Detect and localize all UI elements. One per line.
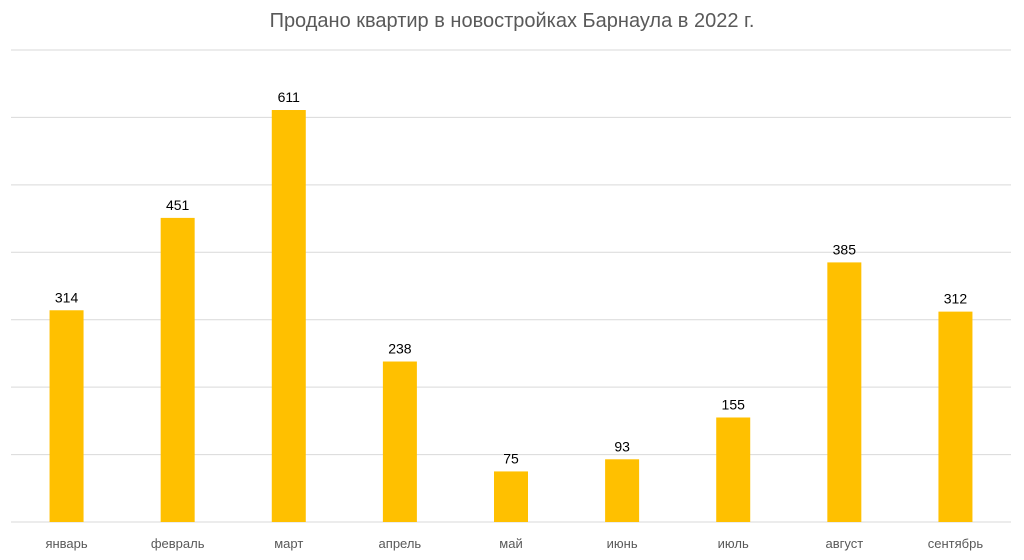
bar — [716, 417, 751, 522]
category-labels: январь февраль март апрель май июнь июль август… — [45, 536, 983, 551]
bar — [605, 459, 640, 522]
data-label: 238 — [388, 341, 412, 357]
bar — [382, 361, 417, 522]
category-label: июль — [718, 536, 749, 551]
data-labels: 314 451 611 238 75 93 155 385 312 — [55, 89, 967, 466]
data-label: 93 — [614, 438, 630, 454]
data-label: 451 — [166, 197, 190, 213]
category-label: март — [274, 536, 303, 551]
category-label: февраль — [151, 536, 205, 551]
chart-title: Продано квартир в новостройках Барнаула … — [269, 10, 755, 32]
category-label: июнь — [607, 536, 638, 551]
bar — [938, 311, 973, 522]
bars — [49, 110, 973, 523]
category-label: сентябрь — [928, 536, 984, 551]
bar — [827, 262, 862, 522]
data-label: 155 — [722, 396, 746, 412]
bar — [271, 110, 306, 523]
data-label: 312 — [944, 291, 968, 307]
bar — [160, 217, 195, 522]
data-label: 75 — [503, 450, 519, 466]
data-label: 314 — [55, 289, 79, 305]
category-label: май — [499, 536, 522, 551]
bar — [49, 310, 84, 522]
data-label: 385 — [833, 241, 857, 257]
category-label: январь — [45, 536, 87, 551]
category-label: апрель — [379, 536, 422, 551]
category-label: август — [825, 536, 863, 551]
data-label: 611 — [278, 89, 301, 105]
bar — [494, 471, 528, 522]
